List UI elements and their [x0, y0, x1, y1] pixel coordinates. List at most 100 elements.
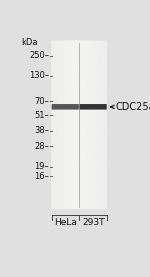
- Point: [54, 81, 56, 86]
- Point: [100, 44, 103, 48]
- Point: [74, 124, 76, 129]
- Text: CDC25a: CDC25a: [116, 102, 150, 112]
- Point: [63, 120, 65, 125]
- Point: [71, 45, 74, 49]
- Point: [69, 56, 71, 60]
- Point: [102, 149, 104, 153]
- Point: [80, 173, 83, 177]
- Point: [62, 127, 64, 132]
- Text: 250–: 250–: [29, 51, 49, 60]
- Point: [54, 94, 56, 99]
- Point: [59, 112, 62, 116]
- Point: [57, 96, 59, 100]
- Point: [72, 164, 75, 168]
- Point: [52, 183, 54, 188]
- Point: [99, 78, 102, 82]
- Point: [90, 184, 93, 188]
- Text: 19–: 19–: [34, 162, 49, 171]
- Point: [92, 132, 94, 136]
- Point: [69, 130, 72, 134]
- Point: [87, 103, 89, 107]
- Point: [79, 119, 81, 123]
- Bar: [81, 105, 105, 106]
- Point: [84, 89, 87, 93]
- Point: [88, 201, 90, 206]
- Bar: [51, 41, 107, 209]
- Point: [101, 83, 103, 87]
- Point: [71, 109, 74, 114]
- Point: [85, 180, 88, 184]
- Point: [65, 147, 67, 151]
- Point: [102, 46, 105, 51]
- Point: [68, 85, 70, 89]
- Point: [50, 110, 53, 114]
- Point: [104, 137, 106, 141]
- Point: [71, 87, 73, 91]
- Point: [78, 179, 81, 184]
- Point: [61, 194, 63, 198]
- Point: [94, 150, 97, 155]
- Point: [76, 185, 78, 190]
- Point: [52, 121, 54, 126]
- Point: [65, 70, 67, 75]
- Point: [87, 82, 89, 87]
- Point: [95, 206, 97, 211]
- Point: [85, 122, 87, 126]
- Point: [60, 138, 63, 143]
- Point: [79, 154, 82, 158]
- Point: [58, 196, 60, 201]
- Point: [64, 133, 66, 137]
- Point: [51, 61, 54, 65]
- Point: [76, 133, 79, 138]
- Point: [102, 158, 104, 162]
- Point: [74, 133, 76, 138]
- Point: [89, 50, 91, 54]
- Bar: [53, 105, 77, 106]
- Point: [61, 113, 63, 117]
- Point: [97, 103, 100, 107]
- Point: [51, 40, 54, 45]
- Point: [57, 113, 60, 117]
- Point: [84, 185, 86, 189]
- Point: [66, 99, 68, 103]
- Point: [59, 150, 62, 155]
- Point: [99, 80, 101, 84]
- Point: [96, 191, 99, 196]
- Point: [93, 181, 96, 185]
- Point: [55, 81, 58, 85]
- Point: [61, 194, 63, 199]
- Point: [85, 86, 88, 90]
- Point: [67, 196, 69, 200]
- Point: [59, 111, 62, 116]
- Point: [72, 184, 74, 189]
- Point: [79, 127, 82, 132]
- Point: [71, 127, 74, 132]
- Point: [104, 132, 106, 136]
- Point: [63, 130, 65, 135]
- Point: [105, 184, 107, 188]
- Point: [61, 176, 64, 180]
- Point: [71, 158, 74, 162]
- Point: [101, 46, 104, 51]
- Point: [60, 185, 63, 189]
- Point: [63, 57, 66, 61]
- Point: [55, 132, 57, 136]
- Point: [93, 98, 96, 102]
- Point: [97, 109, 100, 114]
- Point: [68, 147, 70, 152]
- Point: [60, 158, 63, 163]
- Point: [81, 134, 83, 139]
- Point: [61, 195, 63, 200]
- Point: [92, 158, 94, 163]
- Point: [92, 195, 95, 199]
- Point: [82, 144, 84, 149]
- Point: [100, 125, 103, 129]
- Point: [51, 143, 53, 148]
- Point: [93, 91, 95, 96]
- Point: [101, 202, 104, 206]
- Point: [52, 84, 55, 89]
- Point: [85, 51, 88, 56]
- Point: [58, 138, 61, 143]
- Point: [96, 202, 99, 207]
- Point: [101, 165, 104, 169]
